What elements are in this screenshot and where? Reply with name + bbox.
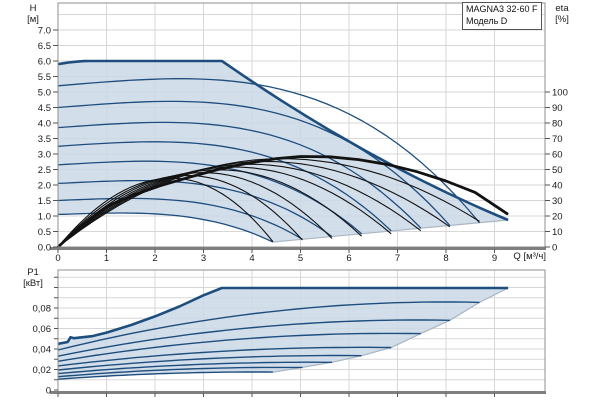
tick-label: 2 xyxy=(152,253,157,264)
power-curve xyxy=(57,366,303,378)
power-curve xyxy=(57,361,332,375)
tick-label: 1.5 xyxy=(38,196,51,207)
tick-label: 100 xyxy=(552,88,568,99)
efficiency-curve xyxy=(62,174,303,243)
tick-label: 90 xyxy=(552,103,563,114)
pump-model-variant: Модель D xyxy=(466,15,508,26)
efficiency-curve-max xyxy=(56,155,509,249)
tick-label: 70 xyxy=(552,134,563,145)
tick-label: 0,02 xyxy=(33,365,52,376)
power-curve xyxy=(57,319,450,357)
tick-label: 0,08 xyxy=(33,304,52,315)
pump-model-name: MAGNA3 32-60 F xyxy=(466,4,538,14)
tick-label: 50 xyxy=(552,165,563,176)
speed-curve xyxy=(57,78,480,224)
tick-label: 5.5 xyxy=(38,72,51,83)
eta-axis-title: eta [%] xyxy=(547,3,577,25)
efficiency-curve xyxy=(61,177,274,243)
tick-label: 3 xyxy=(201,253,206,264)
power-curve xyxy=(57,354,362,371)
tick-label: 1 xyxy=(104,253,109,264)
tick-label: 7.0 xyxy=(38,26,51,37)
tick-label: 5 xyxy=(298,253,303,264)
operating-envelope-fill xyxy=(58,61,509,242)
tick-label: 5.0 xyxy=(38,88,51,99)
speed-curve xyxy=(57,179,333,238)
eta-axis-symbol: eta xyxy=(555,3,569,14)
tick-label: 20 xyxy=(552,212,563,223)
speed-curve xyxy=(57,121,422,229)
tick-label: 0,04 xyxy=(33,345,52,356)
speed-curve xyxy=(57,160,363,235)
tick-label: 80 xyxy=(552,119,563,130)
head-axis-unit: [м] xyxy=(27,14,39,25)
power-curve xyxy=(57,346,392,367)
speed-curve xyxy=(57,197,303,240)
flow-axis-title: Q [м³/ч] xyxy=(513,251,546,262)
max-power-curve xyxy=(57,286,509,346)
tick-label: 4.5 xyxy=(38,103,51,114)
speed-curve xyxy=(57,141,392,232)
eta-axis-unit: [%] xyxy=(555,14,569,25)
tick-label: 40 xyxy=(552,181,563,192)
tick-label: 1.0 xyxy=(38,212,51,223)
power-curve xyxy=(57,332,421,362)
tick-label: 6.5 xyxy=(38,41,51,52)
power-axis-title: P1 [кВт] xyxy=(14,267,52,289)
max-speed-curve xyxy=(57,59,509,222)
tick-label: 0 xyxy=(46,386,51,397)
power-axis-unit: [кВт] xyxy=(23,278,43,289)
tick-label: 0.5 xyxy=(38,227,51,238)
tick-label: 6 xyxy=(346,253,351,264)
tick-label: 8 xyxy=(443,253,448,264)
tick-label: 0 xyxy=(552,243,557,254)
tick-label: 0.0 xyxy=(38,243,51,254)
tick-label: 9 xyxy=(492,253,497,264)
tick-label: 4.0 xyxy=(38,119,51,130)
tick-label: 60 xyxy=(552,150,563,161)
power-axis-symbol: P1 xyxy=(27,267,39,278)
tick-label: 4 xyxy=(249,253,254,264)
tick-label: 3.0 xyxy=(38,150,51,161)
tick-label: 30 xyxy=(552,196,563,207)
tick-label: 7 xyxy=(395,253,400,264)
tick-label: 0,06 xyxy=(33,324,52,335)
power-curve xyxy=(57,371,273,380)
tick-label: 3.5 xyxy=(38,134,51,145)
tick-label: 6.0 xyxy=(38,57,51,68)
tick-label: 10 xyxy=(552,227,563,238)
pump-model-box: MAGNA3 32-60 F Модель D xyxy=(462,2,542,30)
tick-label: 2.0 xyxy=(38,181,51,192)
head-axis-title: H [м] xyxy=(20,3,46,25)
head-axis-symbol: H xyxy=(29,3,37,14)
tick-label: 2.5 xyxy=(38,165,51,176)
power-curve xyxy=(57,301,480,351)
tick-label: 0 xyxy=(55,253,60,264)
